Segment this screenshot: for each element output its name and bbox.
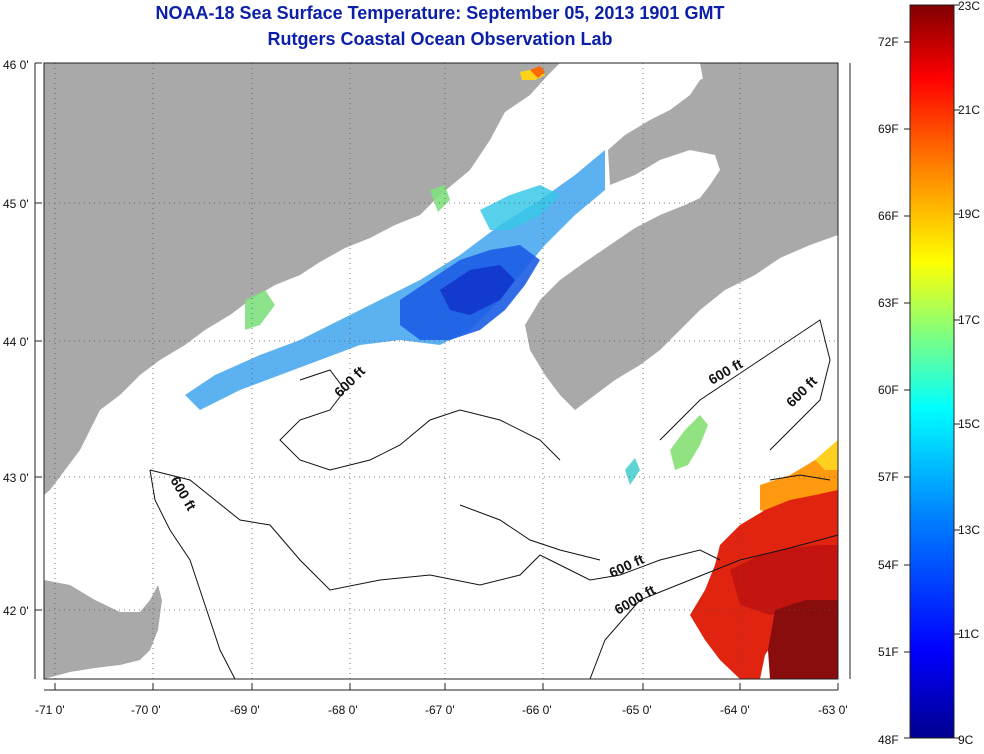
colorbar-label-57f: 57F	[878, 470, 899, 484]
colorbar-label-48f: 48F	[878, 733, 899, 747]
depth-contours	[149, 319, 838, 679]
lon-label-65: -65 0'	[622, 703, 652, 717]
colorbar-label-63f: 63F	[878, 296, 899, 310]
colorbar-label-11c: 11C	[958, 627, 979, 641]
map-border	[43, 62, 839, 680]
sst-cool-band	[185, 150, 605, 410]
colorbar-label-9c: 9C	[958, 733, 974, 747]
lon-label-63: -63 0'	[818, 703, 848, 717]
land-pei-area	[700, 63, 838, 150]
colorbar-label-66f: 66F	[878, 209, 899, 223]
colorbar-label-21c: 21C	[958, 103, 980, 117]
colorbar-label-15c: 15C	[958, 417, 980, 431]
colorbar-label-19c: 19C	[958, 207, 980, 221]
colorbar-ticks-c	[954, 4, 960, 739]
title-block: NOAA-18 Sea Surface Temperature: Septemb…	[0, 0, 880, 52]
land-new-england	[44, 63, 560, 495]
land-nova-scotia	[525, 63, 838, 410]
lon-label-64: -64 0'	[720, 703, 750, 717]
map-subtitle: Rutgers Coastal Ocean Observation Lab	[267, 29, 613, 49]
lon-label-71: -71 0'	[35, 703, 65, 717]
colorbar-label-60f: 60F	[878, 383, 899, 397]
colorbar-label-17c: 17C	[958, 313, 980, 327]
colorbar-label-72f: 72F	[878, 35, 899, 49]
colorbar-ticks-f	[904, 41, 910, 739]
lat-label-45: 45 0'	[3, 197, 29, 211]
lat-label-44: 44 0'	[3, 335, 29, 349]
colorbar-label-54f: 54F	[878, 558, 899, 572]
colorbar-label-69f: 69F	[878, 122, 899, 136]
map-ticks	[34, 62, 851, 691]
lat-label-43: 43 0'	[3, 471, 29, 485]
colorbar-label-51f: 51F	[878, 645, 899, 659]
colorbar-label-23c: 23C	[958, 0, 980, 13]
lon-label-69: -69 0'	[230, 703, 260, 717]
colorbar-gradient	[909, 4, 955, 739]
sst-eastern-patches	[520, 66, 708, 485]
land-cape-cod	[44, 580, 162, 679]
lat-label-46: 46 0'	[3, 58, 29, 72]
lon-label-67: -67 0'	[425, 703, 455, 717]
map-title: NOAA-18 Sea Surface Temperature: Septemb…	[155, 3, 725, 23]
colorbar-label-13c: 13C	[958, 523, 980, 537]
lat-label-42: 42 0'	[3, 604, 29, 618]
lon-label-66: -66 0'	[522, 703, 552, 717]
lon-label-68: -68 0'	[328, 703, 358, 717]
sst-warm-region	[690, 440, 838, 679]
lon-label-70: -70 0'	[131, 703, 161, 717]
